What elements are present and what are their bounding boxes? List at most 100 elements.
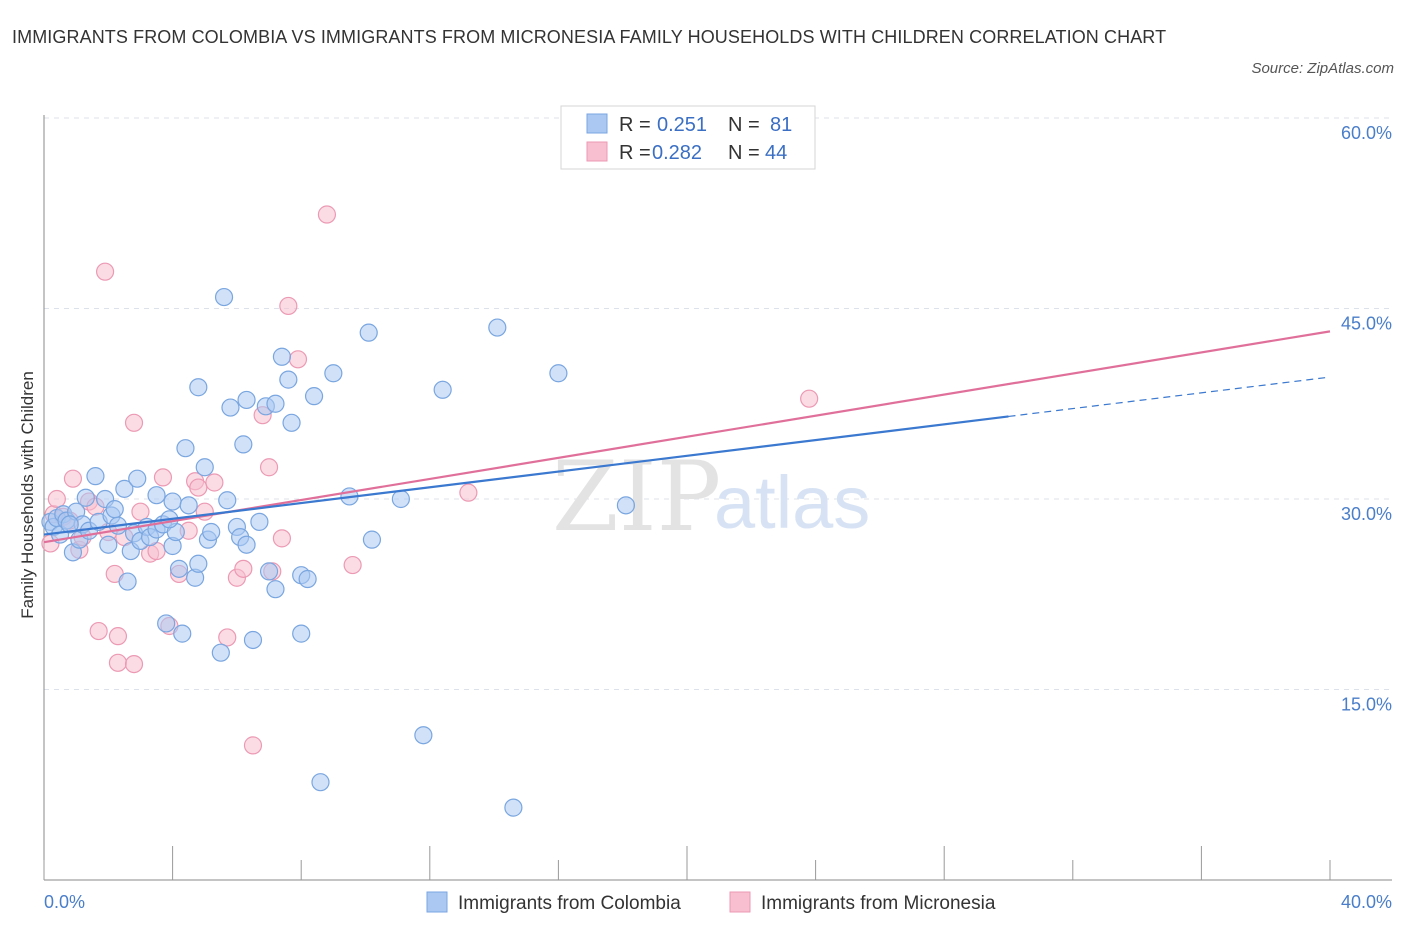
colombia-point [211, 643, 230, 662]
colombia-point [214, 287, 234, 307]
micronesia-point [95, 262, 115, 281]
colombia-point [391, 489, 410, 509]
bottom-legend-swatch-micronesia [729, 891, 751, 913]
trend-lines [43, 330, 1331, 544]
watermark-atlas: atlas [714, 461, 870, 544]
legend-r-value-colombia: 0.251 [657, 114, 707, 136]
colombia-point [243, 630, 263, 650]
top-legend: R = 0.251 N = 81 R = 0.282 N = 44 [560, 105, 816, 170]
colombia-point [272, 347, 292, 366]
colombia-trend-extension [1008, 376, 1331, 418]
colombia-point [195, 458, 214, 477]
colombia-trend-line [43, 415, 1009, 536]
micronesia-point [234, 559, 253, 578]
colombia-point [237, 535, 256, 554]
colombia-point [488, 318, 507, 337]
micronesia-point [153, 468, 173, 487]
colombia-point [414, 726, 433, 745]
colombia-point [86, 467, 105, 486]
bottom-legend: Immigrants from Colombia Immigrants from… [426, 891, 996, 914]
micronesia-point [288, 350, 308, 369]
legend-swatch-colombia [586, 113, 608, 134]
colombia-point [157, 614, 176, 633]
x-tick-label: 40.0% [1341, 892, 1392, 912]
colombia-point [237, 390, 256, 410]
colombia-point [298, 569, 317, 589]
colombia-point [259, 562, 279, 581]
micronesia-point [459, 483, 478, 502]
colombia-point [221, 398, 240, 417]
y-axis-label: Family Households with Children [18, 371, 37, 619]
colombia-point [105, 500, 124, 519]
bottom-legend-label-colombia: Immigrants from Colombia [458, 893, 681, 914]
colombia-point [324, 364, 343, 383]
micronesia-point [124, 654, 144, 674]
micronesia-point [89, 621, 108, 641]
colombia-point [169, 559, 189, 578]
chart-title: IMMIGRANTS FROM COLOMBIA VS IMMIGRANTS F… [12, 27, 1167, 47]
colombia-point [279, 370, 298, 389]
colombia-point [362, 530, 382, 549]
colombia-point [549, 364, 568, 383]
y-tick-label: 45.0% [1341, 314, 1392, 334]
colombia-point [128, 469, 147, 488]
bottom-legend-swatch-colombia [426, 891, 448, 913]
micronesia-point [259, 458, 279, 477]
colombia-point [99, 535, 118, 554]
x-tick-labels: 0.0% 40.0% [44, 892, 1392, 912]
watermark-zip: ZIP [552, 441, 721, 553]
y-tick-label: 60.0% [1341, 123, 1392, 143]
micronesia-point [124, 413, 144, 432]
y-tick-label: 15.0% [1341, 695, 1392, 715]
micronesia-point [218, 628, 237, 647]
legend-n-label-colombia: N = [728, 114, 760, 136]
bottom-legend-label-micronesia: Immigrants from Micronesia [761, 893, 996, 914]
x-tick-label: 0.0% [44, 892, 85, 912]
micronesia-point [131, 502, 150, 521]
colombia-point [76, 488, 95, 507]
micronesia-point [272, 529, 292, 548]
micronesia-point [243, 736, 263, 755]
legend-r-label-micronesia: R = [619, 142, 651, 164]
micronesia-point [343, 555, 362, 575]
legend-swatch-micronesia [586, 141, 608, 162]
micronesia-point [800, 389, 819, 408]
colombia-point [218, 491, 237, 510]
x-axis-ticks [43, 846, 1331, 880]
colombia-point [118, 572, 137, 591]
colombia-point [250, 512, 269, 531]
colombia-point [616, 496, 636, 515]
colombia-point [266, 394, 285, 413]
colombia-point [189, 554, 208, 573]
micronesia-point [108, 627, 128, 646]
legend-n-value-colombia: 81 [770, 114, 792, 136]
micronesia-point [205, 473, 224, 492]
colombia-point [115, 479, 134, 498]
colombia-point [147, 486, 166, 505]
colombia-point [179, 496, 198, 515]
colombia-point [176, 439, 195, 458]
colombia-point [202, 522, 221, 542]
colombia-point [163, 492, 182, 511]
legend-n-label-micronesia: N = [728, 142, 760, 164]
colombia-point [292, 624, 311, 643]
colombia-point [266, 580, 285, 599]
colombia-point [60, 515, 79, 534]
y-tick-label: 30.0% [1341, 504, 1392, 524]
micronesia-trend-line [43, 330, 1331, 544]
colombia-point [504, 798, 523, 817]
micronesia-point [63, 469, 83, 488]
micronesia-point [108, 653, 128, 672]
colombia-point [359, 323, 378, 342]
colombia-points [41, 130, 787, 817]
micronesia-point [47, 489, 66, 509]
colombia-point [282, 413, 301, 432]
source-label: Source: ZipAtlas.com [1251, 60, 1394, 77]
colombia-point [433, 380, 452, 399]
y-tick-labels: 15.0% 30.0% 45.0% 60.0% [1341, 123, 1392, 715]
micronesia-point [317, 205, 337, 224]
micronesia-point [279, 296, 298, 316]
grid-lines [44, 117, 1392, 690]
colombia-point [189, 378, 208, 397]
